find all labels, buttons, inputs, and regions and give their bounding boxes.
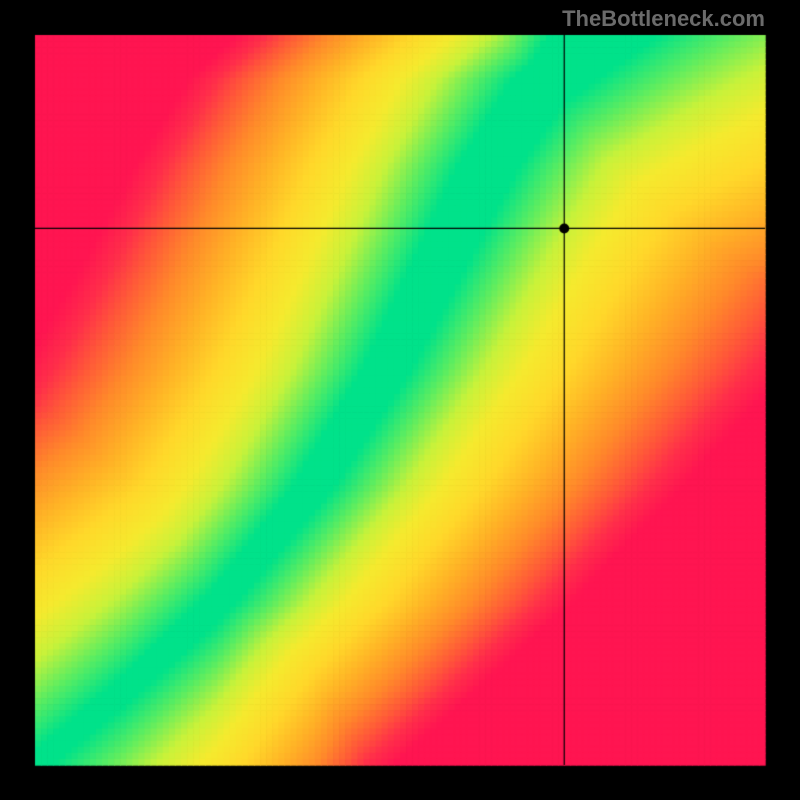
watermark-text: TheBottleneck.com xyxy=(562,6,765,32)
chart-container: { "meta": { "watermark": "TheBottleneck.… xyxy=(0,0,800,800)
bottleneck-heatmap xyxy=(0,0,800,800)
